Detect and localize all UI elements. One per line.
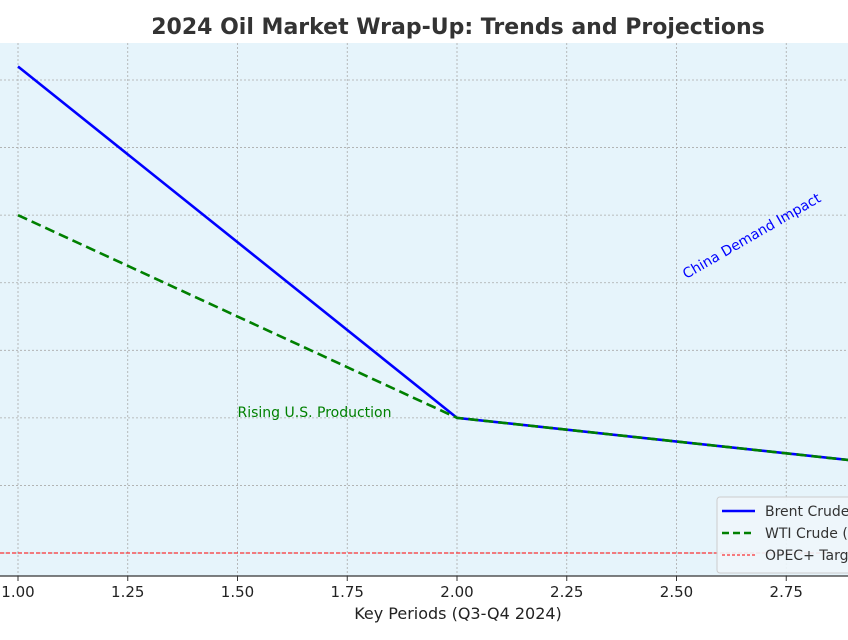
x-tick-label: 1.75: [331, 583, 364, 601]
x-axis-label: Key Periods (Q3-Q4 2024): [354, 604, 562, 623]
x-tick-label: 2.50: [660, 583, 693, 601]
x-tick-label: 1.50: [221, 583, 254, 601]
legend-label: Brent Crude: [765, 504, 848, 520]
x-tick-label: 1.25: [111, 583, 144, 601]
x-tick-label: 2.25: [550, 583, 583, 601]
legend-label: WTI Crude (: [765, 526, 848, 542]
plot-background: [0, 43, 848, 576]
chart-title: 2024 Oil Market Wrap-Up: Trends and Proj…: [151, 15, 765, 40]
x-ticks: 1.00 1.25 1.50 1.75 2.00 2.25 2.50 2.75: [1, 576, 803, 601]
series-lines: [17, 65, 848, 462]
legend-box: [716, 496, 848, 574]
x-tick-label: 2.75: [770, 583, 803, 601]
legend-item-wti: WTI Crude (: [722, 526, 848, 542]
legend-label: OPEC+ Targ: [765, 548, 848, 564]
legend-item-brent: Brent Crude: [722, 504, 848, 520]
legend-item-opec: OPEC+ Targ: [722, 548, 848, 564]
x-tick-label: 1.00: [1, 583, 34, 601]
wti-crude-line: [17, 213, 848, 462]
x-tick-label: 2.00: [440, 583, 473, 601]
legend: Brent Crude WTI Crude ( OPEC+ Targ: [716, 496, 848, 574]
annotation-us-production: Rising U.S. Production: [238, 405, 392, 421]
